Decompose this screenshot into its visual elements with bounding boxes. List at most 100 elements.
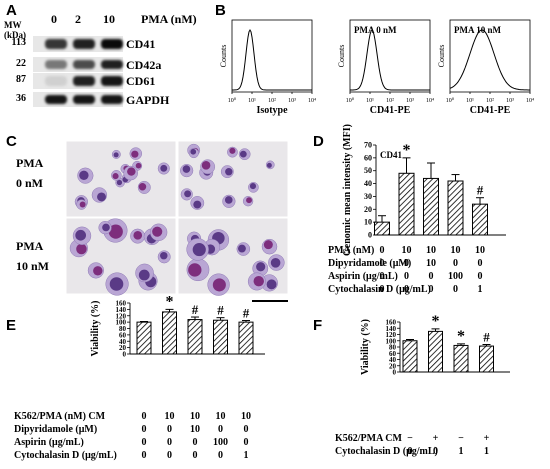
cell-nucleus	[113, 152, 119, 158]
lane-label: 2	[75, 12, 81, 26]
condition-value: 10	[426, 245, 436, 256]
cell-nucleus	[102, 223, 110, 232]
histogram-xlabel: CD41-PE	[370, 105, 411, 116]
condition-label: Aspirin (μg/mL)	[14, 437, 84, 448]
cell-nucleus	[225, 168, 233, 176]
blot-band	[45, 39, 67, 49]
condition-value: 10	[426, 258, 436, 269]
panel-label-c: C	[6, 133, 17, 150]
cell-nucleus	[116, 179, 123, 186]
condition-label: Dipyridamole (μM)	[14, 424, 97, 435]
condition-value: 1	[478, 284, 483, 295]
condition-value: 0	[380, 271, 385, 282]
y-tick-label: 40	[364, 179, 372, 188]
condition-label: Cytochalasin D (μg/mL)	[14, 450, 117, 461]
row-label-1-line2: 10 nM	[16, 259, 49, 273]
cell-nucleus	[75, 229, 87, 241]
condition-value: 0	[429, 284, 434, 295]
y-tick-label: 10	[364, 218, 372, 227]
condition-value: 0	[142, 411, 147, 422]
cell-nucleus	[160, 251, 168, 260]
blot-band	[45, 76, 67, 86]
condition-value: 0	[478, 258, 483, 269]
cell-nucleus	[201, 161, 211, 170]
histogram-xtick-label: 10⁴	[308, 98, 316, 104]
condition-value: 0	[142, 437, 147, 448]
cell-nucleus	[138, 269, 150, 281]
condition-value: 10	[165, 411, 175, 422]
condition-value: 0	[453, 284, 458, 295]
condition-value: 0	[142, 424, 147, 435]
y-tick-label: 140	[386, 325, 397, 333]
row-label-1-line1: PMA	[16, 239, 44, 253]
blot-band	[45, 95, 67, 104]
condition-label: Dipyridamole (μM)	[328, 258, 411, 269]
cell-nucleus	[79, 201, 86, 208]
mw-value: 113	[11, 37, 26, 48]
cell-nucleus	[184, 190, 192, 198]
condition-value: 10	[190, 411, 200, 422]
condition-value: 0	[167, 450, 172, 461]
histogram-xlabel: Isotype	[256, 105, 288, 116]
protein-label: CD41	[126, 37, 156, 51]
cell-nucleus	[188, 263, 202, 277]
histogram-title: PMA 0 nM	[354, 25, 397, 35]
bar	[398, 172, 415, 236]
cell-nucleus	[193, 200, 202, 209]
histogram-curve	[449, 29, 530, 91]
blot-band	[73, 76, 95, 86]
histogram-xtick-label: 10¹	[466, 98, 474, 104]
y-tick-label: 0	[368, 231, 372, 240]
condition-value: 0	[380, 284, 385, 295]
protein-label: GAPDH	[126, 93, 170, 107]
bar	[374, 221, 390, 236]
cell-nucleus	[190, 148, 197, 155]
cell-nucleus	[182, 165, 191, 173]
y-tick-label: 120	[116, 312, 127, 320]
condition-value: 100	[213, 437, 228, 448]
mw-header: MW (kDa)	[4, 20, 26, 40]
condition-value: +	[433, 433, 439, 444]
condition-label: Aspirin (μg/mL)	[328, 271, 398, 282]
condition-value: 0	[380, 258, 385, 269]
condition-value: 10	[475, 245, 485, 256]
chart-inner-label: CD41	[380, 150, 402, 160]
y-tick-label: 120	[386, 331, 397, 339]
y-tick-label: 20	[119, 344, 127, 352]
cell-nucleus	[246, 197, 252, 204]
cell-nucleus	[76, 243, 87, 255]
condition-label: Cytochalasin D (μg/mL)	[335, 446, 438, 457]
cell-nucleus	[131, 150, 139, 158]
bar	[453, 344, 469, 373]
histogram-ylabel: Counts	[219, 45, 228, 68]
y-tick-label: 80	[119, 325, 127, 333]
cell-nucleus	[192, 243, 206, 257]
histogram-curve	[350, 29, 430, 91]
pma-header: PMA (nM)	[141, 12, 197, 26]
significance-mark: *	[403, 142, 411, 159]
mw-value: 87	[16, 74, 26, 85]
condition-value: 0	[167, 424, 172, 435]
condition-value: 0	[193, 450, 198, 461]
blot-band	[73, 60, 95, 69]
y-tick-label: 60	[119, 331, 127, 339]
protein-label: CD42a	[126, 58, 162, 72]
cell-nucleus	[112, 173, 119, 180]
condition-label: PMA (nM)	[328, 245, 374, 256]
cell-nucleus	[266, 162, 272, 168]
histogram-ylabel: Counts	[337, 45, 346, 68]
bar	[428, 330, 443, 373]
condition-value: 0	[433, 446, 438, 457]
condition-value: 100	[448, 271, 463, 282]
condition-label: K562/PMA CM	[335, 433, 402, 444]
cell-nucleus	[138, 183, 147, 191]
blot-band	[101, 95, 123, 104]
significance-mark: #	[243, 306, 250, 321]
cell-nucleus	[152, 226, 163, 237]
flow-histograms: 10⁰ 10¹ 10² 10³ 10⁴ Isotype Counts 10⁰ 10¹ 10² 10³…	[219, 19, 534, 116]
histogram-xtick-label: 10⁰	[346, 97, 355, 104]
condition-value: 1	[244, 450, 249, 461]
cell-nucleus	[109, 277, 124, 291]
condition-value: 10	[241, 411, 251, 422]
